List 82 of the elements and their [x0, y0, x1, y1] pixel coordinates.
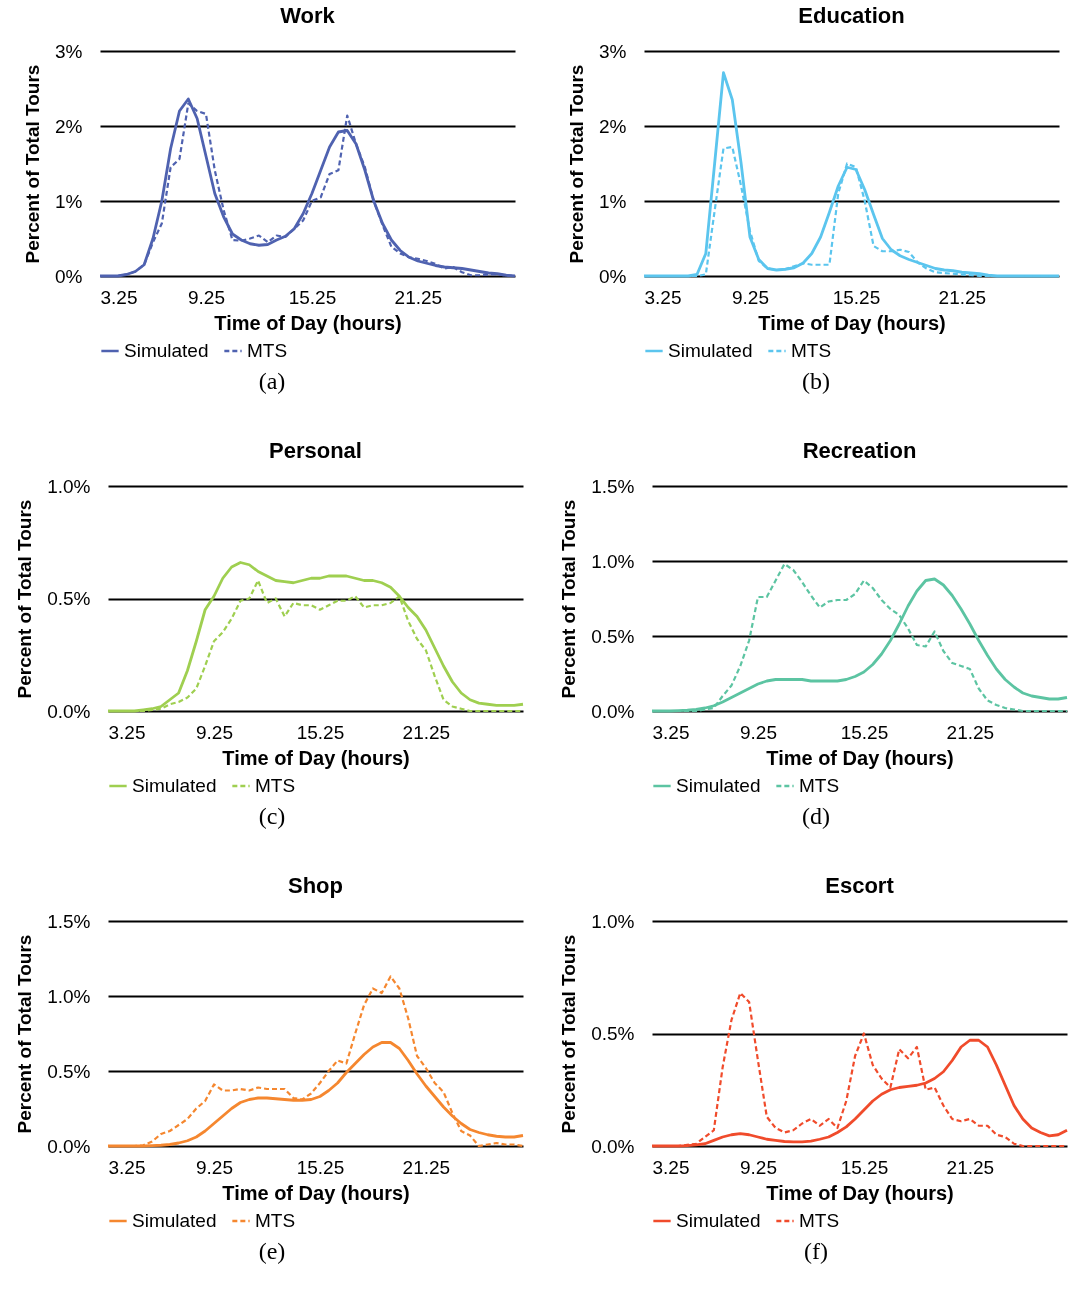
y-tick-label: 1.0%: [590, 910, 635, 932]
x-tick-label: 3.25: [652, 1156, 689, 1178]
chart-title: Education: [797, 3, 905, 28]
legend-label: Simulated: [131, 775, 216, 796]
y-tick-label: 0.0%: [590, 700, 635, 722]
y-tick-label: 0.0%: [590, 1135, 635, 1157]
legend-label: MTS: [790, 340, 831, 361]
y-tick-label: 0.0%: [46, 1135, 91, 1157]
y-tick-label: 2%: [598, 115, 627, 137]
x-tick-label: 15.25: [840, 1156, 888, 1178]
y-tick-label: 1.5%: [46, 910, 91, 932]
y-axis-title: Percent of Total Tours: [565, 64, 587, 264]
y-tick-label: 0.5%: [590, 1023, 635, 1044]
legend-label: MTS: [254, 1210, 295, 1231]
x-tick-label: 9.25: [187, 286, 225, 308]
x-tick-label: 9.25: [195, 1156, 233, 1178]
x-axis-title: Time of Day (hours): [757, 311, 946, 334]
legend-label: MTS: [798, 1210, 839, 1231]
x-tick-label: 9.25: [731, 286, 769, 308]
x-tick-label: 15.25: [296, 1156, 344, 1178]
x-tick-label: 21.25: [938, 286, 986, 308]
y-axis-title: Percent of Total Tours: [13, 499, 35, 699]
legend-label: Simulated: [675, 1210, 760, 1231]
y-tick-label: 1.5%: [590, 475, 635, 497]
y-axis-title: Percent of Total Tours: [557, 499, 579, 699]
x-tick-label: 9.25: [195, 721, 233, 743]
y-tick-label: 3%: [598, 40, 627, 62]
x-tick-label: 3.25: [108, 721, 145, 743]
y-tick-label: 1%: [54, 190, 83, 212]
y-tick-label: 1%: [598, 190, 627, 212]
chart-title: Recreation: [802, 438, 916, 463]
text: (c): [258, 803, 286, 830]
y-tick-label: 0%: [54, 265, 83, 287]
x-axis-title: Time of Day (hours): [221, 1181, 410, 1204]
x-tick-label: 3.25: [100, 286, 137, 308]
y-tick-label: 0.0%: [46, 700, 91, 722]
legend-label: Simulated: [667, 340, 752, 361]
legend-label: MTS: [798, 775, 839, 796]
x-tick-label: 3.25: [652, 721, 689, 743]
legend-label: Simulated: [131, 1210, 216, 1231]
x-tick-label: 21.25: [946, 1156, 994, 1178]
y-tick-label: 3%: [54, 40, 83, 62]
y-tick-label: 1.0%: [46, 985, 91, 1007]
chart-title: Shop: [287, 873, 343, 898]
text: (d): [802, 803, 830, 830]
y-tick-label: 0.5%: [46, 1060, 91, 1082]
x-tick-label: 15.25: [840, 721, 888, 743]
x-axis-title: Time of Day (hours): [213, 311, 402, 334]
y-tick-label: 1.0%: [590, 550, 635, 572]
legend-label: Simulated: [123, 340, 208, 361]
x-tick-label: 3.25: [108, 1156, 145, 1178]
text: (b): [802, 368, 830, 395]
x-tick-label: 15.25: [832, 286, 880, 308]
y-tick-label: 0.5%: [590, 625, 635, 647]
y-tick-label: 1.0%: [46, 475, 91, 497]
legend-label: Simulated: [675, 775, 760, 796]
x-tick-label: 15.25: [296, 721, 344, 743]
x-tick-label: 21.25: [402, 1156, 450, 1178]
text: (e): [258, 1238, 286, 1265]
chart-title: Work: [279, 3, 336, 28]
x-tick-label: 15.25: [288, 286, 336, 308]
y-axis-title: Percent of Total Tours: [21, 64, 43, 264]
y-tick-label: 0%: [598, 265, 627, 287]
x-tick-label: 9.25: [739, 721, 777, 743]
y-tick-label: 2%: [54, 115, 83, 137]
text: (f): [804, 1238, 828, 1265]
x-tick-label: 3.25: [644, 286, 681, 308]
legend-label: MTS: [254, 775, 295, 796]
legend-label: MTS: [246, 340, 287, 361]
text: (a): [258, 368, 286, 395]
x-tick-label: 21.25: [394, 286, 442, 308]
x-axis-title: Time of Day (hours): [765, 1181, 954, 1204]
x-tick-label: 9.25: [739, 1156, 777, 1178]
x-tick-label: 21.25: [402, 721, 450, 743]
y-axis-title: Percent of Total Tours: [557, 934, 579, 1134]
x-axis-title: Time of Day (hours): [221, 746, 410, 769]
x-tick-label: 21.25: [946, 721, 994, 743]
y-axis-title: Percent of Total Tours: [13, 934, 35, 1134]
y-tick-label: 0.5%: [46, 588, 91, 609]
chart-title: Personal: [268, 438, 362, 463]
x-axis-title: Time of Day (hours): [765, 746, 954, 769]
chart-title: Escort: [824, 873, 894, 898]
